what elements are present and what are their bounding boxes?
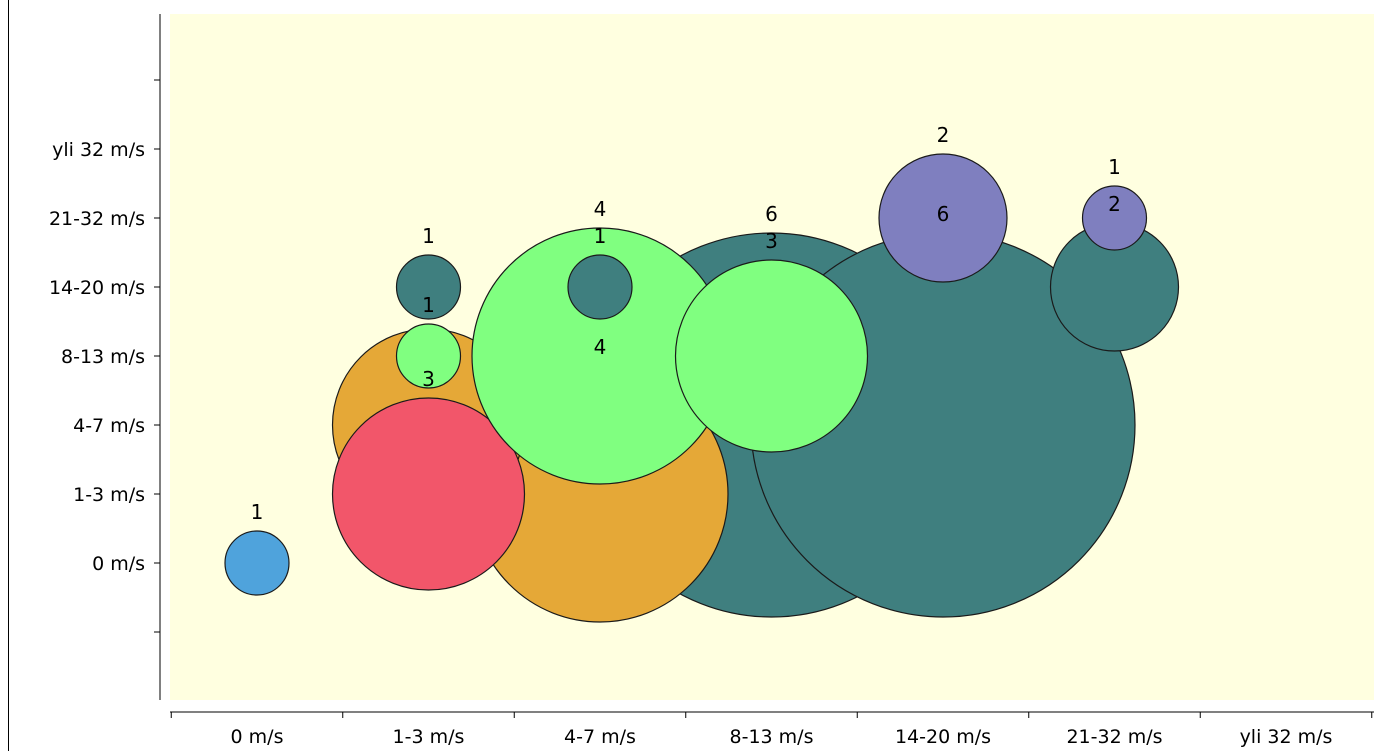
- bubble-value-label: 1: [251, 500, 264, 524]
- y-tick-label: 8-13 m/s: [61, 346, 145, 368]
- x-tick-label: 1-3 m/s: [393, 726, 465, 748]
- bubble-value-label: 6: [765, 202, 778, 226]
- bubble-value-label: 4: [594, 197, 607, 221]
- bubble: [224, 530, 290, 596]
- x-tick-label: yli 32 m/s: [1240, 726, 1333, 748]
- y-tick-label: 21-32 m/s: [49, 208, 145, 230]
- bubbles-layer: [224, 153, 1180, 623]
- bubble-value-label: 1: [422, 293, 435, 317]
- bubble-value-label: 1: [1108, 155, 1121, 179]
- x-tick-label: 21-32 m/s: [1066, 726, 1162, 748]
- bubble-value-label: 3: [422, 367, 435, 391]
- x-tick-label: 4-7 m/s: [564, 726, 636, 748]
- y-tick-label: 14-20 m/s: [49, 277, 145, 299]
- data-labels-layer: 6 6 4 3 4 3 2 2 1 1 1 1 1: [251, 123, 1121, 524]
- axes-layer: 0 m/s1-3 m/s4-7 m/s8-13 m/s14-20 m/s21-3…: [49, 14, 1374, 748]
- bubble: [567, 254, 633, 320]
- bubble: [878, 153, 1008, 283]
- bubble-value-label: 1: [594, 224, 607, 248]
- x-tick-label: 8-13 m/s: [730, 726, 814, 748]
- y-tick-label: 0 m/s: [92, 553, 145, 575]
- bubble-value-label: 2: [1108, 192, 1121, 216]
- bubble-value-label: 2: [937, 123, 950, 147]
- bubble-value-label: 6: [937, 202, 950, 226]
- bubble: [395, 254, 462, 320]
- y-tick-label: yli 32 m/s: [52, 139, 145, 161]
- bubble: [331, 397, 526, 591]
- x-tick-label: 0 m/s: [231, 726, 284, 748]
- left-border-line: [8, 0, 9, 751]
- bubble: [1081, 185, 1148, 251]
- y-tick-label: 4-7 m/s: [73, 415, 145, 437]
- bubble-value-label: 4: [594, 335, 607, 359]
- bubble: [674, 259, 869, 453]
- x-tick-label: 14-20 m/s: [895, 726, 991, 748]
- bubble: [395, 323, 462, 389]
- y-tick-label: 1-3 m/s: [73, 484, 145, 506]
- bubble-value-label: 3: [765, 229, 778, 253]
- bubble-value-label: 1: [422, 224, 435, 248]
